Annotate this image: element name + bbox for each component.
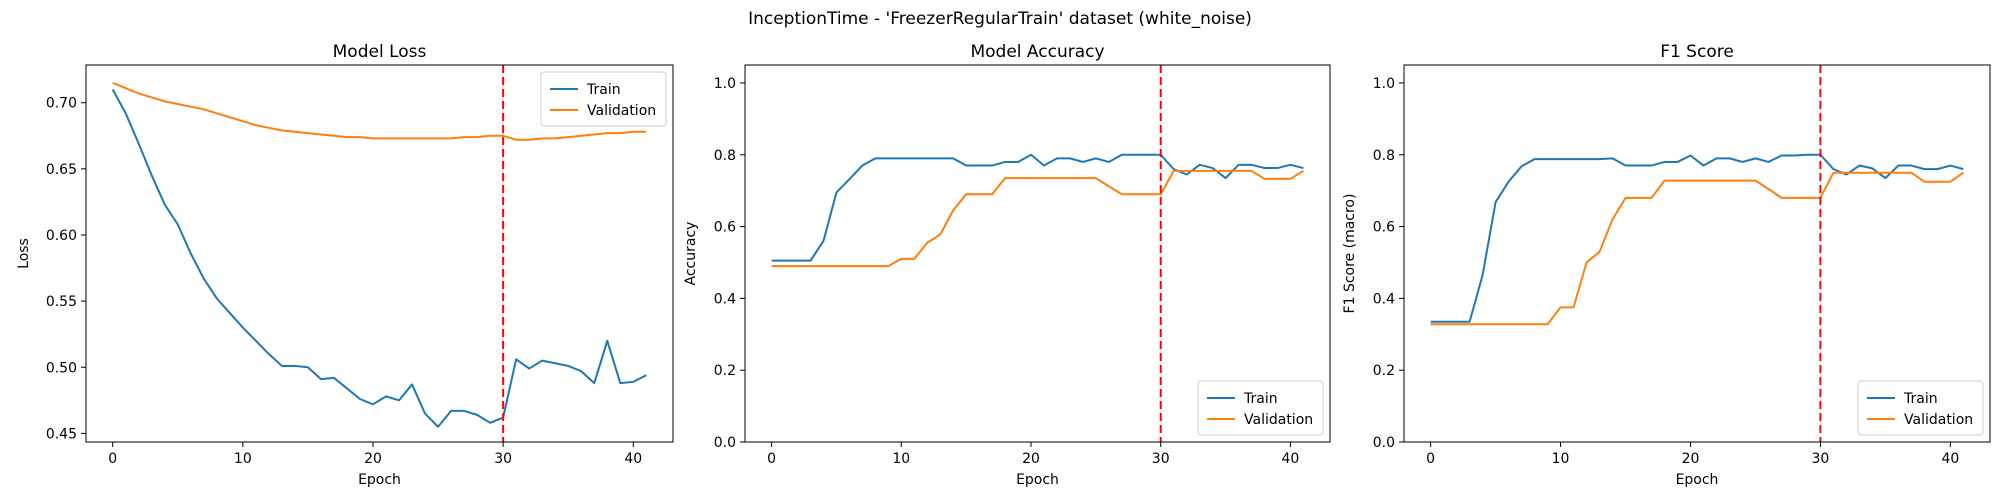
series-line-train	[1430, 153, 1964, 323]
y-tick-label: 0.65	[46, 162, 77, 178]
x-tick-label: 40	[624, 451, 642, 467]
x-tick-label: 30	[1812, 451, 1830, 467]
series-line-train	[771, 153, 1304, 262]
series-line-validation	[1430, 171, 1964, 326]
x-axis-label: Epoch	[1676, 472, 1719, 488]
plot-frame	[744, 64, 1331, 443]
legend-box	[1197, 380, 1324, 436]
series-line-validation	[112, 81, 647, 141]
legend-box	[1857, 380, 1984, 436]
legend-label: Train	[586, 82, 621, 98]
chart-panel-1: Model Loss 0 10 20 30 40 0.45 0.50 0.55 0.60 0.65 0…	[16, 42, 674, 488]
x-tick-label: 20	[364, 451, 382, 467]
y-tick-label: 0.50	[46, 360, 77, 376]
y-tick-label: 0.6	[1373, 220, 1395, 236]
series-line-train	[111, 88, 647, 428]
y-tick-label: 0.0	[714, 435, 736, 451]
y-tick-label: 0.4	[1373, 291, 1395, 307]
legend-label: Train	[1243, 391, 1278, 407]
y-tick-label: 1.0	[714, 76, 736, 92]
y-tick-label: 0.45	[46, 426, 77, 442]
plot-frame	[1403, 64, 1991, 443]
y-tick-label: 0.55	[46, 294, 77, 310]
legend-box	[540, 71, 667, 127]
y-tick-label: 1.0	[1373, 76, 1395, 92]
chart-panel-3: F1 Score 0 10 20 30 40 0.0 0.2 0.4 0.6 0.8 1.0 Epoch…	[1342, 42, 1991, 488]
chart-title: Model Accuracy	[970, 42, 1104, 62]
y-axis-label: Loss	[16, 238, 32, 269]
legend-label: Validation	[1904, 412, 1973, 428]
legend: Train Validation	[540, 71, 667, 127]
x-tick-label: 0	[767, 451, 776, 467]
series-line-validation	[771, 169, 1304, 268]
y-tick-label: 0.8	[1373, 148, 1395, 164]
x-tick-label: 20	[1022, 451, 1040, 467]
y-tick-label: 0.0	[1373, 435, 1395, 451]
x-tick-label: 40	[1941, 451, 1959, 467]
y-tick-label: 0.2	[1373, 363, 1395, 379]
y-tick-label: 0.60	[46, 228, 77, 244]
x-tick-label: 0	[108, 451, 117, 467]
chart-panel-2: Model Accuracy 0 10 20 30 40 0.0 0.2 0.4 0.6 0.8 1.…	[683, 42, 1331, 488]
legend-label: Validation	[1244, 412, 1313, 428]
x-tick-label: 40	[1282, 451, 1300, 467]
x-axis-label: Epoch	[1016, 472, 1059, 488]
x-tick-label: 10	[234, 451, 252, 467]
y-tick-label: 0.8	[714, 148, 736, 164]
plot-frame	[85, 64, 674, 443]
x-tick-label: 10	[892, 451, 910, 467]
x-tick-label: 30	[494, 451, 512, 467]
legend-label: Train	[1903, 391, 1938, 407]
legend: Train Validation	[1857, 380, 1984, 436]
x-tick-label: 20	[1682, 451, 1700, 467]
y-tick-label: 0.6	[714, 220, 736, 236]
chart-title: Model Loss	[333, 42, 427, 62]
legend: Train Validation	[1197, 380, 1324, 436]
y-axis-label: F1 Score (macro)	[1342, 194, 1358, 314]
figure-title: InceptionTime - 'FreezerRegularTrain' da…	[748, 9, 1252, 29]
y-tick-label: 0.70	[46, 96, 77, 112]
y-axis-label: Accuracy	[683, 222, 699, 286]
x-tick-label: 0	[1426, 451, 1435, 467]
x-tick-label: 30	[1152, 451, 1170, 467]
x-axis-label: Epoch	[358, 472, 401, 488]
x-tick-label: 10	[1552, 451, 1570, 467]
legend-label: Validation	[587, 103, 656, 119]
y-tick-label: 0.2	[714, 363, 736, 379]
y-tick-label: 0.4	[714, 291, 736, 307]
chart-title: F1 Score	[1660, 42, 1734, 62]
